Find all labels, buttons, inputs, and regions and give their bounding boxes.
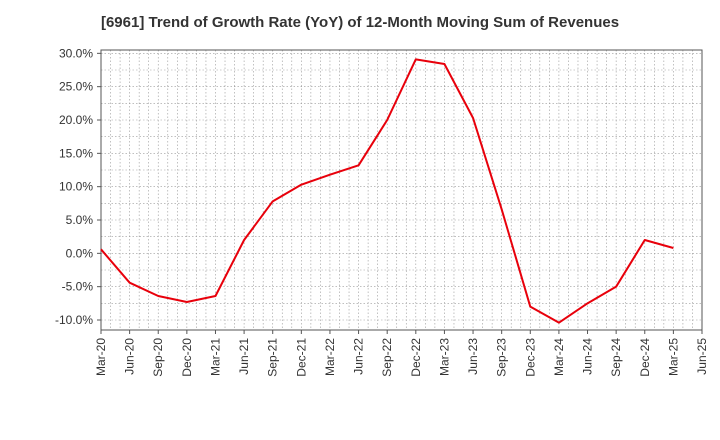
x-tick-label: Jun-24 <box>581 338 595 375</box>
x-tick-label: Mar-22 <box>323 338 337 376</box>
x-tick-label: Dec-24 <box>638 338 652 377</box>
y-tick-label: 30.0% <box>59 46 93 60</box>
plot-border <box>100 49 703 331</box>
x-tick-label: Jun-20 <box>123 338 137 375</box>
x-tick-label: Mar-20 <box>94 338 108 376</box>
y-tick-label: 20.0% <box>59 113 93 127</box>
x-tick-label: Mar-25 <box>666 338 680 376</box>
x-tick-label: Sep-20 <box>151 338 165 377</box>
x-tick-label: Dec-20 <box>180 338 194 377</box>
y-tick-label: 25.0% <box>59 80 93 94</box>
x-tick-label: Jun-25 <box>695 338 709 375</box>
x-tick-label: Jun-23 <box>466 338 480 375</box>
x-tick-label: Mar-23 <box>437 338 451 376</box>
x-tick-label: Mar-24 <box>552 338 566 376</box>
y-tick-label: 5.0% <box>66 213 94 227</box>
y-tick-label: 0.0% <box>66 246 94 260</box>
y-tick-label: 10.0% <box>59 180 93 194</box>
x-tick-label: Sep-21 <box>266 338 280 377</box>
y-tick-label: 15.0% <box>59 146 93 160</box>
x-tick-label: Dec-22 <box>409 338 423 377</box>
x-tick-label: Sep-24 <box>609 338 623 377</box>
y-tick-label: -10.0% <box>55 313 93 327</box>
series-line <box>100 58 674 324</box>
x-tick-label: Sep-22 <box>380 338 394 377</box>
x-tick-label: Dec-21 <box>294 338 308 377</box>
chart-title: [6961] Trend of Growth Rate (YoY) of 12-… <box>100 14 620 31</box>
x-tick-label: Jun-21 <box>237 338 251 375</box>
x-tick-label: Mar-21 <box>208 338 222 376</box>
y-tick-label: -5.0% <box>62 280 94 294</box>
x-tick-label: Jun-22 <box>352 338 366 375</box>
x-tick-label: Dec-23 <box>523 338 537 377</box>
x-tick-label: Sep-23 <box>495 338 509 377</box>
plot-area <box>101 50 702 330</box>
